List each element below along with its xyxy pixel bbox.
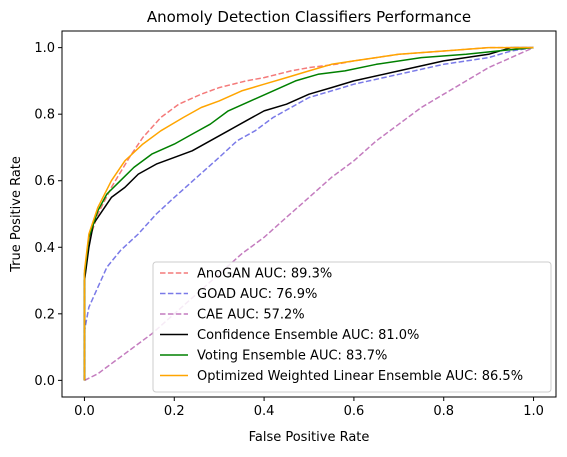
x-tick-label: 0.6 xyxy=(344,404,365,419)
legend-label: Optimized Weighted Linear Ensemble AUC: … xyxy=(197,369,523,384)
legend-box xyxy=(152,261,552,393)
legend-label: GOAD AUC: 76.9% xyxy=(197,287,317,302)
legend: AnoGAN AUC: 89.3% GOAD AUC: 76.9% CAE AUC:… xyxy=(152,261,552,393)
legend-label: Confidence Ensemble AUC: 81.0% xyxy=(197,328,419,343)
chart-title: Anomoly Detection Classifiers Performanc… xyxy=(147,8,471,26)
y-axis-ticks: 0.0 0.2 0.4 0.6 0.8 1.0 xyxy=(34,41,62,389)
plot-frame xyxy=(61,30,557,398)
y-tick-label: 0.6 xyxy=(34,174,55,189)
x-axis-label: False Positive Rate xyxy=(249,430,370,445)
x-tick-label: 0.4 xyxy=(254,404,275,419)
y-tick-label: 0.2 xyxy=(34,307,55,322)
legend-label: AnoGAN AUC: 89.3% xyxy=(197,267,332,282)
series-line-2 xyxy=(84,46,534,382)
y-axis-label: True Positive Rate xyxy=(9,156,24,273)
series-line-4 xyxy=(83,46,534,381)
y-tick-label: 1.0 xyxy=(34,41,55,56)
x-tick-label: 0.0 xyxy=(74,404,95,419)
series-line-1 xyxy=(83,46,534,381)
x-axis-ticks: 0.0 0.2 0.4 0.6 0.8 1.0 xyxy=(74,397,544,419)
legend-label: CAE AUC: 57.2% xyxy=(197,308,305,323)
plot-lines xyxy=(83,46,534,382)
series-line-5 xyxy=(83,46,534,381)
x-tick-label: 0.8 xyxy=(433,404,454,419)
legend-label: Voting Ensemble AUC: 83.7% xyxy=(197,349,387,364)
y-tick-label: 0.0 xyxy=(34,374,55,389)
x-tick-label: 0.2 xyxy=(164,404,185,419)
y-tick-label: 0.4 xyxy=(34,241,55,256)
series-line-3 xyxy=(83,46,534,381)
x-tick-label: 1.0 xyxy=(523,404,544,419)
y-tick-label: 0.8 xyxy=(34,108,55,123)
